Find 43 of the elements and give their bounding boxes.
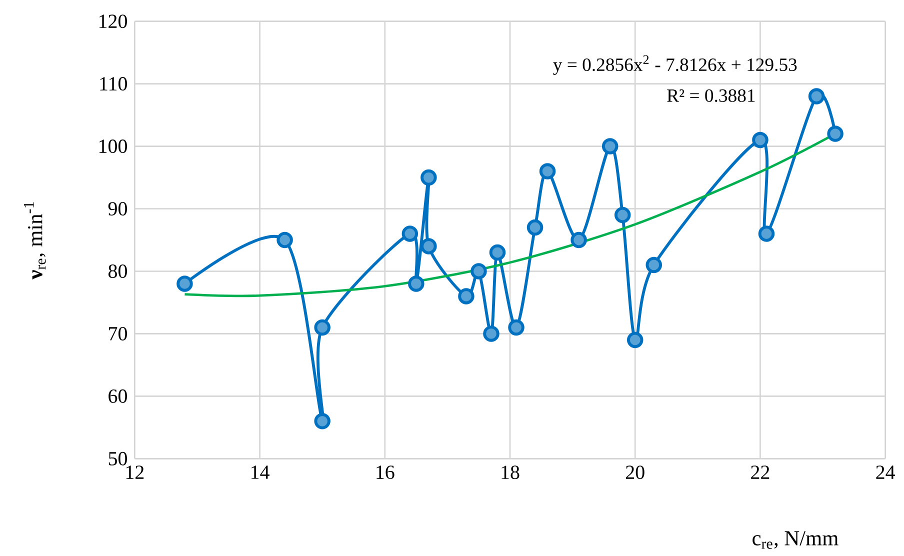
point — [539, 163, 556, 180]
point — [489, 244, 506, 261]
x-tick-label: 18 — [502, 466, 520, 480]
x-tick-label: 20 — [626, 466, 644, 480]
y-tick-label: 70 — [109, 326, 127, 340]
point — [752, 132, 768, 148]
y-tick-label: 60 — [108, 389, 127, 403]
y-tick-label: 50 — [108, 452, 127, 466]
x-tick-label: 22 — [751, 466, 770, 479]
point — [176, 276, 193, 292]
point — [420, 169, 437, 186]
point — [408, 276, 424, 292]
annotation: R² = 0.3881 — [667, 89, 755, 102]
point — [526, 219, 544, 236]
point — [483, 326, 500, 342]
point — [602, 138, 618, 154]
point — [808, 88, 825, 104]
point — [646, 256, 662, 274]
point — [276, 232, 293, 248]
y-tick-label: 110 — [100, 77, 127, 91]
point — [758, 226, 775, 242]
y-tick-label: 120 — [99, 14, 127, 28]
y-axis-title: ν$_{re}$, min$^{-1}$ — [24, 202, 46, 280]
point — [420, 238, 437, 254]
point — [402, 226, 418, 242]
x-tick-label: 14 — [252, 466, 270, 479]
y-tick-label: 100 — [99, 140, 127, 154]
x-tick-label: 12 — [126, 466, 144, 479]
annotation: y = 0.2856x$^{2}$ - 7.8126x + 129.53 — [553, 55, 797, 75]
y-tick-label: 80 — [108, 264, 127, 278]
y-tick-label: 90 — [108, 202, 127, 216]
x-tick-label: 16 — [376, 466, 394, 480]
point — [626, 332, 644, 348]
point — [314, 319, 330, 336]
x-tick-label: 24 — [876, 466, 896, 479]
point — [570, 232, 587, 248]
x-axis-title: c$_{re}$, N/mm — [752, 531, 838, 549]
point — [314, 413, 330, 430]
point — [470, 263, 487, 280]
point — [458, 288, 474, 304]
point — [827, 126, 844, 142]
point — [614, 206, 631, 224]
point — [508, 319, 524, 336]
